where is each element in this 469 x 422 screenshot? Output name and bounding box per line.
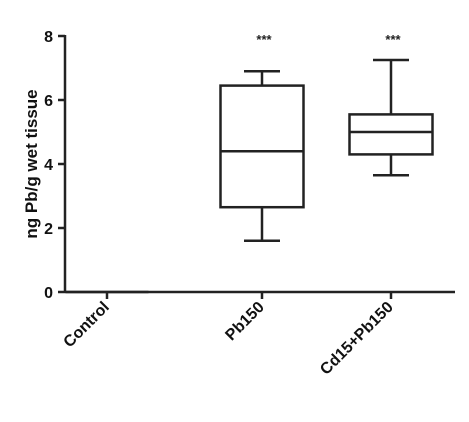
y-tick-label: 2 — [44, 221, 53, 238]
box-iqr — [219, 84, 305, 209]
box-cd15-pb150: *** — [348, 32, 434, 177]
y-axis-title: ng Pb/g wet tissue — [22, 89, 41, 238]
box-pb150: *** — [219, 32, 305, 243]
box-iqr — [348, 113, 434, 156]
x-category-label: Cd15+Pb150 — [317, 299, 397, 379]
y-tick-label: 6 — [44, 93, 53, 110]
significance-marker: *** — [385, 32, 401, 47]
y-tick-label: 4 — [44, 157, 53, 174]
y-axis: 0 2 4 6 8 — [44, 29, 67, 302]
box-series: *** *** — [65, 32, 434, 294]
x-axis: Control Pb150 Cd15+Pb150 — [61, 290, 455, 379]
x-category-label: Pb150 — [222, 299, 267, 344]
significance-marker: *** — [256, 32, 272, 47]
y-tick-label: 0 — [44, 285, 53, 302]
x-category-label: Control — [61, 299, 113, 351]
y-tick-label: 8 — [44, 29, 53, 46]
